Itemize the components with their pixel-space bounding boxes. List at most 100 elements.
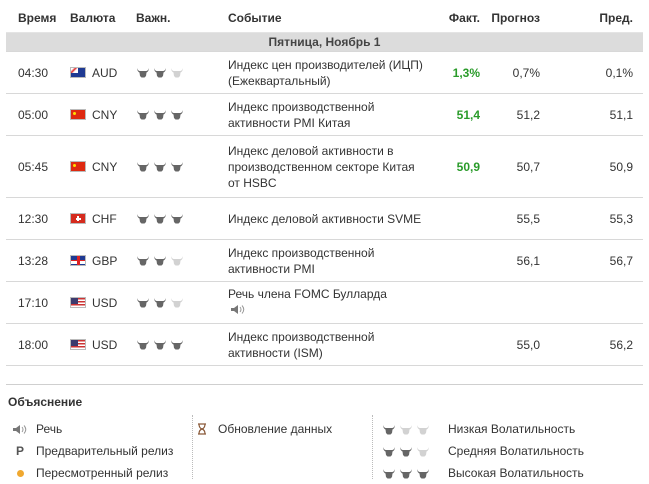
legend-column-3: Низкая Волатильность Средняя Волатильност… xyxy=(382,418,584,484)
legend-item-data-update: Обновление данных xyxy=(192,418,332,440)
legend-label-revised: Пересмотренный релиз xyxy=(36,466,169,480)
event-actual: 51,4 xyxy=(456,107,480,122)
legend-divider xyxy=(372,415,373,479)
bull-icon xyxy=(416,424,430,435)
event-title[interactable]: Индекс цен производителей (ИЦП) (Ежеквар… xyxy=(228,57,423,88)
header-forecast[interactable]: Прогноз xyxy=(480,4,552,33)
speaker-icon xyxy=(230,303,248,319)
legend-label-speech: Речь xyxy=(36,422,63,436)
event-time: 05:00 xyxy=(6,93,70,136)
bull-icon xyxy=(153,339,167,350)
bull-icon xyxy=(136,297,150,308)
event-previous: 56,2 xyxy=(552,323,643,366)
header-importance[interactable]: Важн. xyxy=(136,4,228,33)
event-forecast: 55,5 xyxy=(480,197,552,240)
legend-label-data-update: Обновление данных xyxy=(218,422,333,436)
currency-code: CNY xyxy=(92,107,118,122)
event-previous xyxy=(552,281,643,324)
bull-icon xyxy=(416,446,430,457)
event-forecast: 50,7 xyxy=(480,135,552,198)
event-actual: 1,3% xyxy=(452,65,480,80)
flag-cn-icon xyxy=(70,161,86,172)
preliminary-icon: P xyxy=(15,444,24,458)
bull-icon xyxy=(382,468,396,479)
bull-icon xyxy=(136,67,150,78)
event-currency: USD xyxy=(70,296,136,310)
bull-icon xyxy=(399,446,413,457)
header-actual[interactable]: Факт. xyxy=(424,4,480,33)
legend-divider xyxy=(192,415,193,479)
event-time: 12:30 xyxy=(6,197,70,240)
volatility-indicator xyxy=(136,297,228,308)
event-forecast: 0,7% xyxy=(480,51,552,94)
header-time[interactable]: Время xyxy=(6,4,70,33)
flag-ch-icon xyxy=(70,213,86,224)
bull-icon xyxy=(136,109,150,120)
event-time: 17:10 xyxy=(6,281,70,324)
header-event[interactable]: Событие xyxy=(228,4,424,33)
bull-icon xyxy=(136,161,150,172)
event-currency: AUD xyxy=(70,66,136,80)
legend-item-volatility: Средняя Волатильность xyxy=(382,440,584,462)
currency-code: CHF xyxy=(92,211,117,226)
event-previous: 51,1 xyxy=(552,93,643,136)
flag-us-icon xyxy=(70,297,86,308)
bull-icon xyxy=(170,297,184,308)
event-time: 05:45 xyxy=(6,135,70,198)
event-currency: CHF xyxy=(70,212,136,226)
volatility-legend-icon xyxy=(382,424,430,435)
legend-item-volatility: Высокая Волатильность xyxy=(382,462,584,484)
event-previous: 55,3 xyxy=(552,197,643,240)
event-row[interactable]: 05:45 CNY Индекс деловой активности в прои… xyxy=(6,135,643,198)
event-title[interactable]: Индекс производственной активности (ISM) xyxy=(228,329,375,360)
legend-label-volatility: Средняя Волатильность xyxy=(448,444,585,458)
event-row[interactable]: 04:30 AUD Индекс цен производителей (ИЦП) … xyxy=(6,51,643,94)
bull-icon xyxy=(153,213,167,224)
volatility-indicator xyxy=(136,213,228,224)
legend-label-preliminary: Предварительный релиз xyxy=(36,444,174,458)
event-title[interactable]: Индекс деловой активности в производстве… xyxy=(228,143,415,190)
bull-icon xyxy=(416,468,430,479)
event-time: 18:00 xyxy=(6,323,70,366)
event-currency: USD xyxy=(70,338,136,352)
event-row[interactable]: 05:00 CNY Индекс производственной активнос… xyxy=(6,93,643,136)
bull-icon xyxy=(170,109,184,120)
event-row[interactable]: 17:10 USD Речь члена FOMC Булларда xyxy=(6,281,643,324)
volatility-legend-icon xyxy=(382,468,430,479)
bull-icon xyxy=(170,67,184,78)
legend-title: Объяснение xyxy=(8,395,83,409)
event-title[interactable]: Индекс производственной активности PMI К… xyxy=(228,99,375,130)
event-row[interactable]: 13:28 GBP Индекс производственной активнос… xyxy=(6,239,643,282)
currency-code: GBP xyxy=(92,253,118,268)
bull-icon xyxy=(170,339,184,350)
event-previous: 0,1% xyxy=(552,51,643,94)
header-currency[interactable]: Валюта xyxy=(70,4,136,33)
speaker-icon xyxy=(10,424,30,435)
event-forecast xyxy=(480,281,552,324)
volatility-indicator xyxy=(136,67,228,78)
event-time: 04:30 xyxy=(6,51,70,94)
volatility-indicator xyxy=(136,109,228,120)
bull-icon xyxy=(136,255,150,266)
event-currency: CNY xyxy=(70,108,136,122)
event-forecast: 55,0 xyxy=(480,323,552,366)
revised-dot-icon xyxy=(10,469,30,477)
event-title[interactable]: Индекс производственной активности PMI xyxy=(228,245,375,276)
event-forecast: 56,1 xyxy=(480,239,552,282)
header-previous[interactable]: Пред. xyxy=(552,4,643,33)
day-label: Пятница, Ноябрь 1 xyxy=(6,32,643,52)
currency-code: AUD xyxy=(92,65,118,80)
event-row[interactable]: 12:30 CHF Индекс деловой активности SVME 55… xyxy=(6,197,643,240)
legend-label-volatility: Низкая Волатильность xyxy=(448,422,576,436)
event-title[interactable]: Речь члена FOMC Булларда xyxy=(228,287,387,302)
event-title[interactable]: Индекс деловой активности SVME xyxy=(228,211,422,226)
flag-cn-icon xyxy=(70,109,86,120)
event-previous: 56,7 xyxy=(552,239,643,282)
event-row[interactable]: 18:00 USD Индекс производственной активнос… xyxy=(6,323,643,366)
bull-icon xyxy=(153,255,167,266)
currency-code: CNY xyxy=(92,159,118,174)
bull-icon xyxy=(136,339,150,350)
event-actual: 50,9 xyxy=(456,159,480,174)
flag-au-icon xyxy=(70,67,86,78)
bull-icon xyxy=(170,161,184,172)
